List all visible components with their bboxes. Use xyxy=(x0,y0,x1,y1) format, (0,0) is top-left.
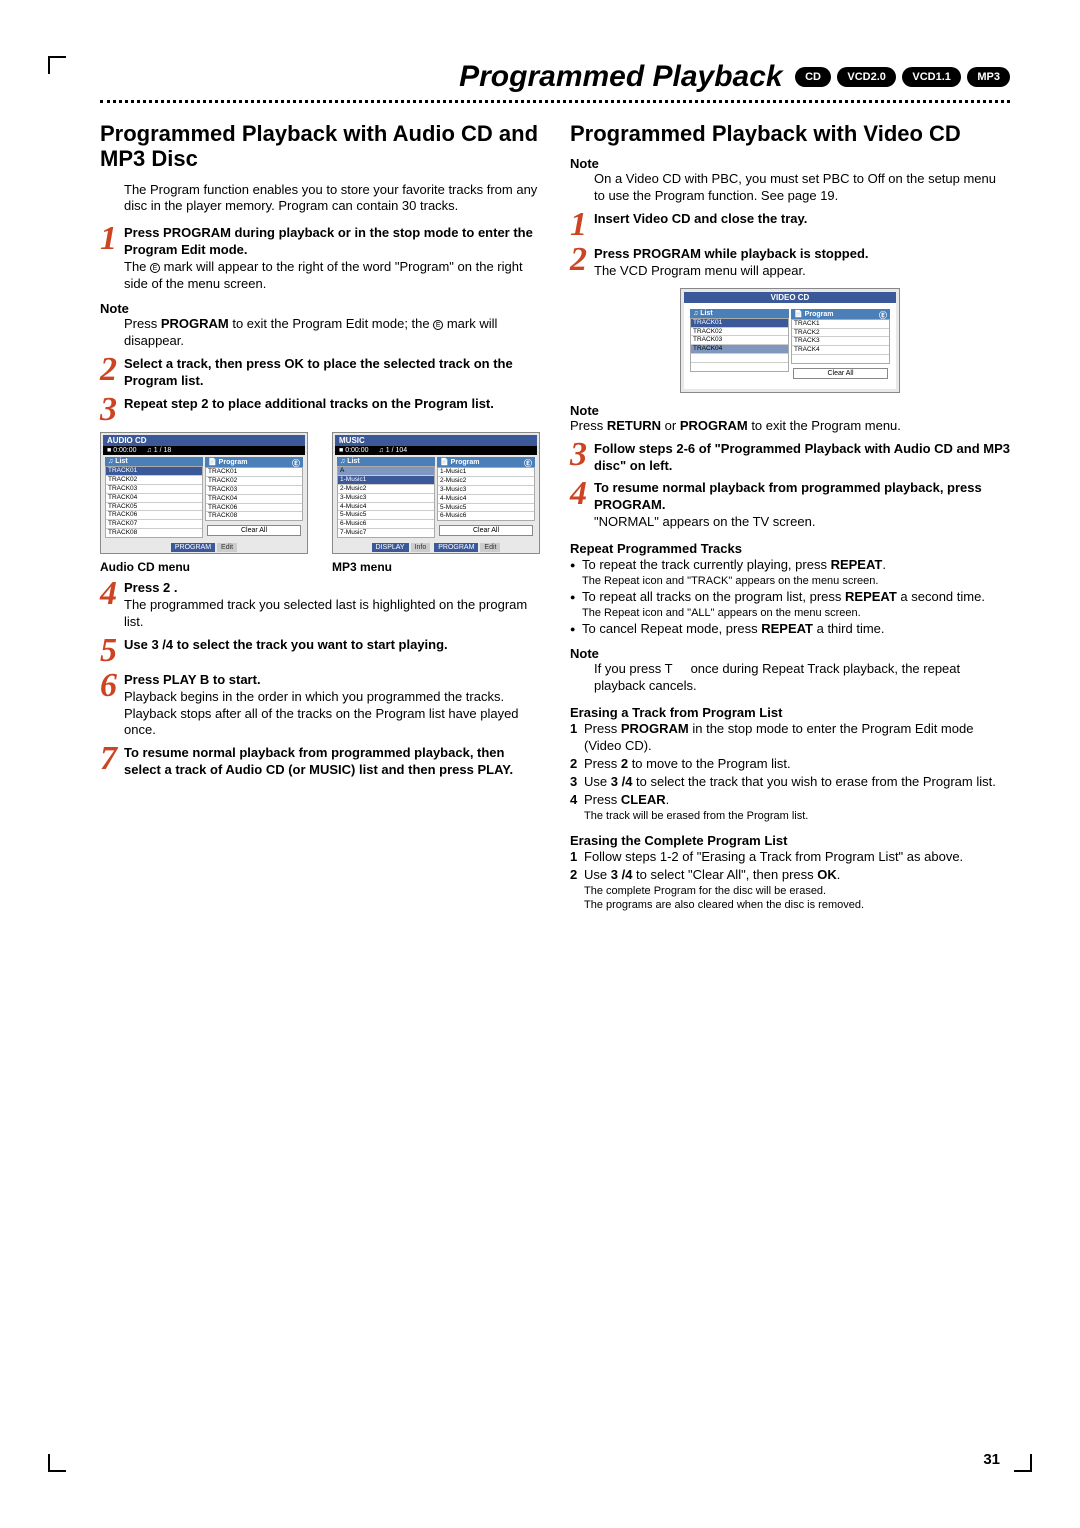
r-step2-text: The VCD Program menu will appear. xyxy=(594,263,806,278)
dotted-divider xyxy=(100,100,1010,103)
step-number: 6 xyxy=(100,672,124,740)
step-number: 2 xyxy=(100,356,124,390)
right-note2-heading: Note xyxy=(570,403,1010,418)
clear-all-button: Clear All xyxy=(793,368,888,379)
crop-mark xyxy=(48,56,66,74)
left-note-text: Press PROGRAM to exit the Program Edit m… xyxy=(124,316,540,350)
right-step-2: 2 Press PROGRAM while playback is stoppe… xyxy=(570,246,1010,280)
left-step-3: 3 Repeat step 2 to place additional trac… xyxy=(100,396,540,425)
right-note3-text: If you press T once during Repeat Track … xyxy=(594,661,1010,695)
repeat-bullet-3: To cancel Repeat mode, press REPEAT a th… xyxy=(570,621,1010,638)
step7-text: To resume normal playback from programme… xyxy=(124,745,540,779)
mp3-menu: MUSIC ■ 0:00:00♫ 1 / 104 ♫ List A 1-Musi… xyxy=(332,432,540,574)
erase1-item-2: 2Press 2 to move to the Program list. xyxy=(570,756,1010,773)
left-step-2: 2 Select a track, then press OK to place… xyxy=(100,356,540,390)
step6-bold: Press PLAY B to start. xyxy=(124,672,261,687)
left-column: Programmed Playback with Audio CD and MP… xyxy=(100,121,540,913)
step-number: 4 xyxy=(100,580,124,631)
left-intro: The Program function enables you to stor… xyxy=(124,182,540,216)
right-step-1: 1 Insert Video CD and close the tray. xyxy=(570,211,1010,240)
clear-all-button: Clear All xyxy=(207,525,301,536)
right-step-4: 4 To resume normal playback from program… xyxy=(570,480,1010,531)
crop-mark xyxy=(1014,1454,1032,1472)
left-step-4: 4 Press 2 . The programmed track you sel… xyxy=(100,580,540,631)
repeat-bullet-1: To repeat the track currently playing, p… xyxy=(570,557,1010,588)
erase1-item-3: 3Use 3 /4 to select the track that you w… xyxy=(570,774,1010,791)
clear-all-button: Clear All xyxy=(439,525,533,536)
r-step4-bold: To resume normal playback from programme… xyxy=(594,480,982,512)
step-number: 3 xyxy=(570,441,594,475)
step1-text-b: mark will appear to the right of the wor… xyxy=(124,259,523,291)
erase1-item-1: 1Press PROGRAM in the stop mode to enter… xyxy=(570,721,1010,755)
step-number: 5 xyxy=(100,637,124,666)
right-note-text: On a Video CD with PBC, you must set PBC… xyxy=(594,171,1010,205)
left-heading: Programmed Playback with Audio CD and MP… xyxy=(100,121,540,172)
right-heading: Programmed Playback with Video CD xyxy=(570,121,1010,146)
badge-vcd20: VCD2.0 xyxy=(837,67,896,87)
erase2-item-2: 2Use 3 /4 to select "Clear All", then pr… xyxy=(570,867,1010,912)
vcd-menu: VIDEO CD ♫ List TRACK01 TRACK02 TRACK03 … xyxy=(680,288,900,393)
step5-text: Use 3 /4 to select the track you want to… xyxy=(124,637,540,666)
step1-text-a: The xyxy=(124,259,150,274)
step-number: 1 xyxy=(570,211,594,240)
step3-text: Repeat step 2 to place additional tracks… xyxy=(124,396,540,425)
step-number: 2 xyxy=(570,246,594,280)
step4-bold: Press 2 . xyxy=(124,580,178,595)
repeat-heading: Repeat Programmed Tracks xyxy=(570,541,1010,556)
step-number: 4 xyxy=(570,480,594,531)
step4-text: The programmed track you selected last i… xyxy=(124,597,527,629)
mp3-menu-title: MUSIC xyxy=(335,435,537,446)
step-number: 3 xyxy=(100,396,124,425)
left-step-1: 1 Press PROGRAM during playback or in th… xyxy=(100,225,540,293)
r-step1: Insert Video CD and close the tray. xyxy=(594,211,1010,240)
crop-mark xyxy=(48,1454,66,1472)
erase1-heading: Erasing a Track from Program List xyxy=(570,705,1010,720)
right-note3-heading: Note xyxy=(570,646,1010,661)
left-step-6: 6 Press PLAY B to start. Playback begins… xyxy=(100,672,540,740)
audio-menu-title: AUDIO CD xyxy=(103,435,305,446)
left-note-heading: Note xyxy=(100,301,540,316)
r-step4-text: "NORMAL" appears on the TV screen. xyxy=(594,514,815,529)
badge-cd: CD xyxy=(795,67,831,87)
vcd-menu-title: VIDEO CD xyxy=(684,292,896,303)
step6-text: Playback begins in the order in which yo… xyxy=(124,689,504,704)
audio-cd-menu: AUDIO CD ■ 0:00:00♫ 1 / 18 ♫ List TRACK0… xyxy=(100,432,308,574)
right-step-3: 3 Follow steps 2-6 of "Programmed Playba… xyxy=(570,441,1010,475)
header-title: Programmed Playback xyxy=(459,60,782,94)
menu-screenshots: AUDIO CD ■ 0:00:00♫ 1 / 18 ♫ List TRACK0… xyxy=(100,432,540,574)
badge-mp3: MP3 xyxy=(967,67,1010,87)
erase2-item-1: 1Follow steps 1-2 of "Erasing a Track fr… xyxy=(570,849,1010,866)
right-column: Programmed Playback with Video CD Note O… xyxy=(570,121,1010,913)
badge-vcd11: VCD1.1 xyxy=(902,67,961,87)
page-number: 31 xyxy=(983,1451,1000,1468)
right-note-heading: Note xyxy=(570,156,1010,171)
step-number: 1 xyxy=(100,225,124,293)
erase2-heading: Erasing the Complete Program List xyxy=(570,833,1010,848)
r-step3: Follow steps 2-6 of "Programmed Playback… xyxy=(594,441,1010,475)
r-step2-bold: Press PROGRAM while playback is stopped. xyxy=(594,246,869,261)
right-note2-text: Press RETURN or PROGRAM to exit the Prog… xyxy=(570,418,1010,435)
e-mark-icon: E xyxy=(150,263,160,273)
left-step-7: 7 To resume normal playback from program… xyxy=(100,745,540,779)
audio-menu-caption: Audio CD menu xyxy=(100,560,308,574)
step1-bold: Press PROGRAM during playback or in the … xyxy=(124,225,533,257)
page-header: Programmed Playback CD VCD2.0 VCD1.1 MP3 xyxy=(100,60,1010,94)
left-step-5: 5 Use 3 /4 to select the track you want … xyxy=(100,637,540,666)
erase1-item-4: 4Press CLEAR.The track will be erased fr… xyxy=(570,792,1010,823)
step-number: 7 xyxy=(100,745,124,779)
e-mark-icon: E xyxy=(433,320,443,330)
step2-text: Select a track, then press OK to place t… xyxy=(124,356,540,390)
mp3-menu-caption: MP3 menu xyxy=(332,560,540,574)
step6-text2: Playback stops after all of the tracks o… xyxy=(124,706,519,738)
repeat-bullet-2: To repeat all tracks on the program list… xyxy=(570,589,1010,620)
